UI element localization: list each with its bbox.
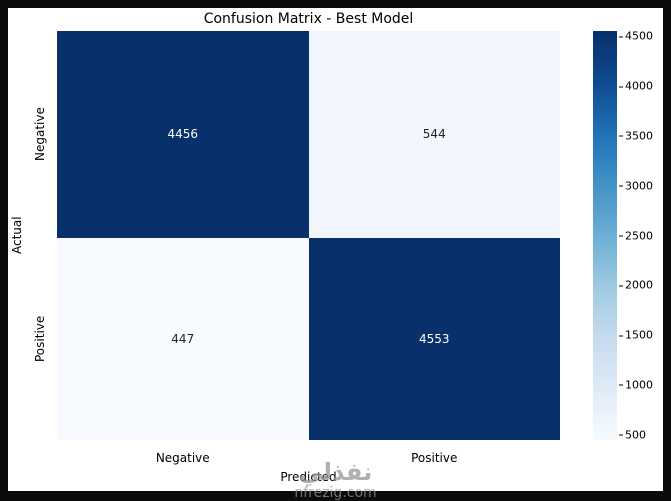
heatmap-cell-true-negative: 4456 (57, 31, 309, 238)
colorbar-tick-label: 1500 (619, 329, 653, 342)
heatmap: 4456 544 447 4553 (57, 31, 560, 440)
colorbar-tick-label: 2000 (619, 279, 653, 292)
colorbar-tick-label: 3000 (619, 179, 653, 192)
colorbar-tick-label: 1000 (619, 378, 653, 391)
heatmap-cell-false-positive: 544 (308, 31, 560, 238)
heatmap-cell-true-positive: 4553 (308, 237, 560, 440)
colorbar-gradient (593, 31, 617, 440)
figure-canvas: Confusion Matrix - Best Model Actual Neg… (8, 8, 663, 491)
y-tick-positive: Positive (33, 315, 47, 363)
colorbar-tick-label: 2500 (619, 229, 653, 242)
colorbar-tick-label: 4500 (619, 30, 653, 43)
x-tick-negative: Negative (155, 451, 210, 465)
y-tick-negative: Negative (33, 107, 47, 162)
x-axis-label: Predicted (280, 470, 337, 484)
x-tick-row: Negative Positive (57, 451, 560, 465)
colorbar: 500 1000 1500 2000 2500 3000 3500 4000 4500 (593, 30, 653, 441)
heatmap-cell-false-negative: 447 (57, 237, 309, 440)
colorbar-tick-label: 4000 (619, 80, 653, 93)
colorbar-tick-label: 3500 (619, 129, 653, 142)
x-tick-positive: Positive (411, 451, 458, 465)
colorbar-tick-label: 500 (619, 428, 646, 441)
colorbar-ticks: 500 1000 1500 2000 2500 3000 3500 4000 4500 (619, 30, 659, 441)
chart-title: Confusion Matrix - Best Model (203, 11, 414, 27)
y-axis-label: Actual (10, 216, 24, 255)
